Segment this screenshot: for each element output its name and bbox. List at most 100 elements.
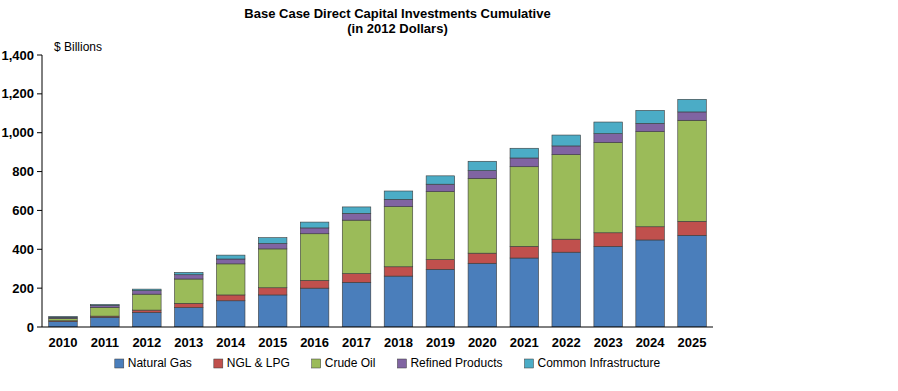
bar-segment bbox=[258, 249, 287, 288]
y-tick-label: 1,200 bbox=[1, 86, 34, 101]
bar-segment bbox=[258, 288, 287, 295]
bar-segment bbox=[594, 122, 623, 134]
bar-segment bbox=[384, 276, 413, 327]
bar-segment bbox=[175, 279, 204, 303]
bar-segment bbox=[175, 308, 204, 327]
x-tick-label: 2023 bbox=[594, 335, 623, 350]
legend-swatch bbox=[524, 359, 533, 368]
legend-label: Crude Oil bbox=[325, 356, 376, 370]
bar-segment bbox=[342, 213, 371, 220]
bar-segment bbox=[552, 146, 581, 155]
x-tick-label: 2018 bbox=[384, 335, 413, 350]
bar-segment bbox=[175, 272, 204, 274]
bar-segment bbox=[552, 155, 581, 240]
bars bbox=[49, 99, 707, 327]
bar-segment bbox=[216, 295, 245, 301]
chart: Base Case Direct Capital Investments Cum… bbox=[0, 0, 898, 391]
bar-segment bbox=[175, 275, 204, 279]
y-axis bbox=[42, 55, 43, 327]
title: Base Case Direct Capital Investments Cum… bbox=[244, 6, 550, 21]
bar-segment bbox=[594, 142, 623, 232]
bar-segment bbox=[216, 301, 245, 327]
legend-label: Natural Gas bbox=[128, 356, 192, 370]
bar-segment bbox=[426, 192, 455, 260]
y-tick-label: 1,000 bbox=[1, 125, 34, 140]
legend-swatch bbox=[214, 359, 223, 368]
y-tick bbox=[37, 288, 42, 289]
bar-segment bbox=[300, 222, 329, 228]
bar-segment bbox=[342, 282, 371, 327]
bar-segment bbox=[552, 135, 581, 146]
bar-segment bbox=[384, 191, 413, 199]
subtitle: (in 2012 Dollars) bbox=[347, 21, 447, 36]
legend-label: Refined Products bbox=[410, 356, 502, 370]
bar-segment bbox=[342, 274, 371, 283]
y-tick-label: 400 bbox=[12, 242, 34, 257]
bar-segment bbox=[49, 318, 78, 320]
x-tick-label: 2015 bbox=[258, 335, 287, 350]
y-tick-label: 0 bbox=[27, 320, 34, 335]
y-tick-label: 600 bbox=[12, 203, 34, 218]
bar-segment bbox=[216, 264, 245, 295]
x-tick-label: 2025 bbox=[678, 335, 707, 350]
x-tick-label: 2010 bbox=[49, 335, 78, 350]
bar-segment bbox=[91, 305, 120, 307]
bar-segment bbox=[258, 295, 287, 327]
bar-segment bbox=[426, 269, 455, 327]
bar-segment bbox=[552, 239, 581, 252]
bar-segment bbox=[91, 307, 120, 316]
bar-segment bbox=[678, 235, 707, 327]
bar-segment bbox=[636, 132, 665, 227]
bar-segment bbox=[426, 176, 455, 184]
x-tick-label: 2013 bbox=[174, 335, 203, 350]
x-tick-label: 2022 bbox=[552, 335, 581, 350]
y-tick-label: 800 bbox=[12, 164, 34, 179]
legend: Natural Gas NGL & LPG Crude Oil Refined Pro… bbox=[115, 356, 661, 370]
bar-segment bbox=[91, 317, 120, 327]
bar-segment bbox=[636, 110, 665, 123]
bar-segment bbox=[216, 259, 245, 264]
bar-segment bbox=[510, 148, 539, 158]
bar-segment bbox=[426, 260, 455, 270]
bar-segment bbox=[216, 255, 245, 259]
bar-segment bbox=[91, 304, 120, 306]
bar-segment bbox=[175, 303, 204, 307]
bar-segment bbox=[342, 220, 371, 273]
x-tick-label: 2019 bbox=[426, 335, 455, 350]
bar-segment bbox=[678, 99, 707, 112]
legend-label: Common Infrastructure bbox=[537, 356, 660, 370]
x-axis bbox=[42, 327, 713, 328]
x-tick-label: 2020 bbox=[468, 335, 497, 350]
bar-segment bbox=[49, 322, 78, 327]
bar-segment bbox=[594, 134, 623, 143]
y-tick bbox=[37, 249, 42, 250]
bar-segment bbox=[384, 267, 413, 276]
y-tick bbox=[37, 132, 42, 133]
bar-segment bbox=[510, 246, 539, 258]
bar-segment bbox=[468, 263, 497, 327]
bar-segment bbox=[133, 291, 162, 294]
bar-segment bbox=[300, 288, 329, 327]
y-tick bbox=[37, 210, 42, 211]
bar-segment bbox=[49, 317, 78, 318]
bar-segment bbox=[678, 221, 707, 235]
legend-label: NGL & LPG bbox=[227, 356, 290, 370]
bar-segment bbox=[468, 161, 497, 170]
bar-segment bbox=[636, 240, 665, 327]
bar-segment bbox=[133, 289, 162, 291]
x-tick-label: 2024 bbox=[636, 335, 666, 350]
bar-segment bbox=[133, 312, 162, 327]
bar-segment bbox=[133, 310, 162, 312]
bar-segment bbox=[510, 258, 539, 327]
bar-segment bbox=[49, 316, 78, 318]
y-tick-label: 1,400 bbox=[1, 48, 34, 63]
bar-segment bbox=[426, 184, 455, 191]
legend-swatch bbox=[115, 359, 124, 368]
bar-segment bbox=[510, 158, 539, 167]
bar-segment bbox=[510, 167, 539, 247]
bar-segment bbox=[678, 120, 707, 221]
y-tick bbox=[37, 93, 42, 94]
y-axis-label: $ Billions bbox=[54, 40, 102, 54]
legend-swatch bbox=[397, 359, 406, 368]
bar-segment bbox=[636, 227, 665, 240]
